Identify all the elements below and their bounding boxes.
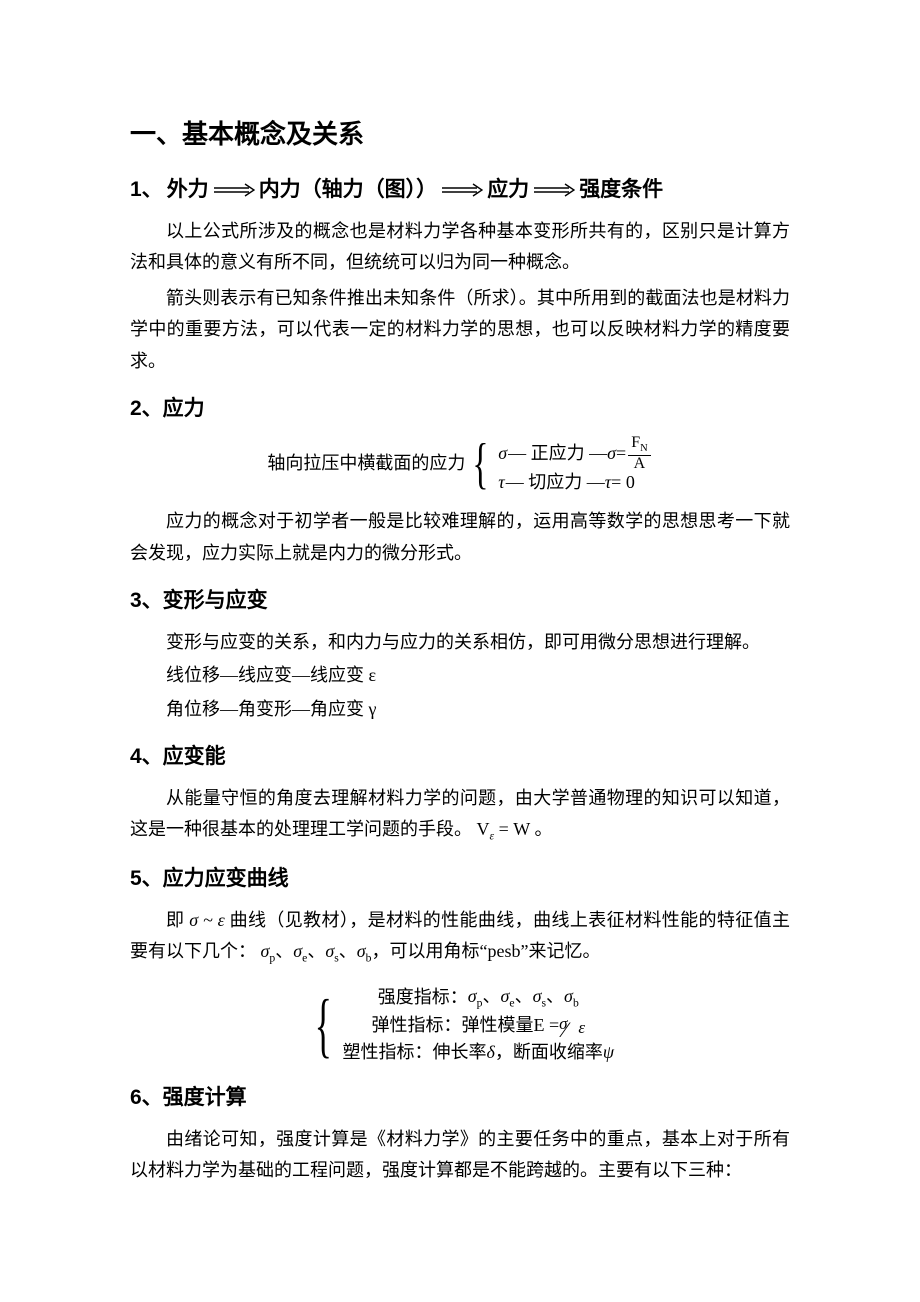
subsection-5-heading: 5、应力应变曲线 bbox=[130, 863, 790, 895]
section-title: 一、基本概念及关系 bbox=[130, 115, 790, 154]
s3-para-1: 变形与应变的关系，和内力与应力的关系相仿，即可用微分思想进行理解。 bbox=[166, 627, 790, 659]
eq-mid: = bbox=[494, 819, 513, 839]
s4-para-1: 从能量守恒的角度去理解材料力学的问题，由大学普通物理的知识可以知道，这是一种很基… bbox=[130, 783, 790, 848]
eq-rhs: W bbox=[513, 819, 530, 839]
diag-den: ε bbox=[578, 1015, 585, 1041]
chain-item-3: 强度条件 bbox=[579, 174, 663, 206]
s5-row-3: 塑性指标：伸长率 δ，断面收缩率 ψ bbox=[343, 1039, 615, 1066]
s2-formula: 轴向拉压中横截面的应力 { σ — 正应力 — σ = FN A τ — 切应力… bbox=[130, 435, 790, 495]
chain-item-2: 应力 bbox=[487, 174, 529, 206]
formula-row-1: σ — 正应力 — σ = FN A bbox=[498, 435, 652, 473]
subsection-4-heading: 4、应变能 bbox=[130, 741, 790, 773]
s5-row-2: 弹性指标：弹性模量 E = σ ⁄ ε bbox=[343, 1012, 615, 1039]
s3-para-2: 线位移—线应变—线应变 ε bbox=[166, 660, 790, 692]
curve-expr: σ ~ ε bbox=[189, 910, 224, 930]
heading-prefix: 1、 bbox=[130, 174, 163, 206]
s1-para-2: 箭头则表示有已知条件推出未知条件（所求）。其中所用到的截面法也是材料力学中的重要… bbox=[130, 283, 790, 378]
s4-text-a: 从能量守恒的角度去理解材料力学的问题，由大学普通物理的知识可以知道，这是一种很基… bbox=[130, 788, 790, 840]
s6-para-1: 由绪论可知，强度计算是《材料力学》的主要任务中的重点，基本上对于所有以材料力学为… bbox=[130, 1124, 790, 1187]
s5-formula: { 强度指标： σp、σe、σs、σb 弹性指标：弹性模量 E = σ ⁄ ε … bbox=[130, 983, 790, 1066]
s4-text-b: 。 bbox=[534, 819, 552, 839]
s5-text-c: ，可以用角标“pesb”来记忆。 bbox=[372, 941, 601, 961]
subsection-3-heading: 3、变形与应变 bbox=[130, 585, 790, 617]
left-brace-icon: { bbox=[315, 1000, 332, 1050]
arrow-icon bbox=[441, 183, 483, 197]
s5-para-1: 即 σ ~ ε 曲线（见教材），是材料的性能曲线，曲线上表征材料性能的特征值主要… bbox=[130, 905, 790, 970]
subsection-1-heading: 1、 外力 内力（轴力（图）） 应力 强度条件 bbox=[130, 174, 790, 206]
row1-label: 强度指标： bbox=[378, 984, 468, 1011]
subsection-2-heading: 2、应力 bbox=[130, 393, 790, 425]
frac-num: F bbox=[631, 434, 640, 451]
eq-lhs: V bbox=[477, 819, 490, 839]
frac-num-sub: N bbox=[640, 443, 648, 454]
diag-fraction: σ ⁄ ε bbox=[559, 1014, 585, 1038]
s1-para-1: 以上公式所涉及的概念也是材料力学各种基本变形所共有的，区别只是计算方法和具体的意… bbox=[130, 216, 790, 279]
left-brace-icon: { bbox=[473, 442, 489, 487]
arrow-icon bbox=[533, 183, 575, 197]
chain-item-0: 外力 bbox=[167, 174, 209, 206]
s5-row-1: 强度指标： σp、σe、σs、σb bbox=[343, 983, 615, 1012]
formula-label: 轴向拉压中横截面的应力 bbox=[267, 453, 465, 475]
chain-item-1: 内力（轴力（图）） bbox=[259, 174, 438, 206]
s3-para-3: 角位移—角变形—角应变 γ bbox=[166, 694, 790, 726]
subsection-6-heading: 6、强度计算 bbox=[130, 1082, 790, 1114]
s5-text-a: 即 bbox=[166, 910, 189, 930]
s2-para-1: 应力的概念对于初学者一般是比较难理解的，运用高等数学的思想思考一下就会发现，应力… bbox=[130, 506, 790, 569]
formula-row-2: τ — 切应力 — τ = 0 bbox=[498, 472, 652, 494]
frac-den: A bbox=[631, 456, 649, 473]
arrow-icon bbox=[213, 183, 255, 197]
